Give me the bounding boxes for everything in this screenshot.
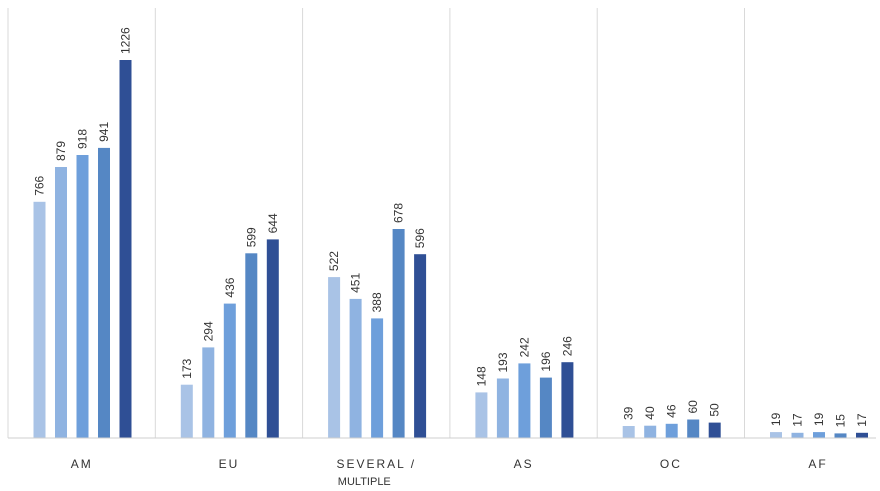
value-label: 17 (791, 413, 805, 427)
bar (55, 167, 67, 438)
value-label: 46 (665, 404, 679, 418)
bar (496, 378, 509, 438)
bar (245, 253, 258, 438)
bar (539, 377, 552, 438)
value-label: 596 (413, 228, 427, 248)
bar (328, 277, 341, 438)
value-label: 599 (244, 227, 258, 247)
value-label: 193 (496, 352, 510, 372)
bar (834, 433, 847, 438)
bar (561, 362, 574, 438)
bar (622, 426, 635, 438)
bar (202, 347, 215, 438)
bars-group (33, 60, 868, 438)
value-label: 678 (392, 203, 406, 223)
category-label: AM (71, 457, 93, 471)
value-label: 294 (201, 321, 215, 341)
bar (791, 432, 804, 438)
bar (770, 432, 782, 438)
bar (475, 392, 488, 438)
value-label: 173 (180, 358, 194, 378)
value-label: 148 (474, 366, 488, 386)
value-label: 388 (370, 292, 384, 312)
value-label: 941 (97, 122, 111, 142)
bar (76, 155, 89, 438)
bar (33, 201, 46, 438)
value-label: 40 (643, 406, 657, 420)
value-label: 60 (686, 400, 700, 414)
bar (223, 303, 236, 438)
value-label: 50 (708, 403, 722, 417)
category-label: OC (660, 457, 682, 471)
category-label: EU (219, 457, 240, 471)
category-label: SEVERAL / (337, 457, 417, 471)
value-label: 522 (327, 251, 341, 271)
value-label: 436 (223, 277, 237, 297)
category-separators (7, 8, 745, 438)
bar (687, 419, 700, 438)
category-sublabel: MULTIPLE (338, 476, 391, 488)
bar (708, 422, 721, 438)
bar (414, 254, 427, 438)
value-label: 196 (539, 351, 553, 371)
category-label: AF (808, 457, 827, 471)
category-labels-group: AM EU SEVERAL / MULTIPLE AS OC AF (71, 457, 827, 488)
value-labels-group: 766 879 918 941 1226 173 294 436 599 644 522 451 388… (33, 27, 870, 427)
value-label: 19 (812, 412, 826, 426)
value-label: 451 (349, 273, 363, 293)
bar (349, 298, 362, 438)
bar (180, 384, 193, 438)
value-label: 17 (855, 413, 869, 427)
value-label: 766 (33, 175, 47, 195)
bar (98, 147, 110, 438)
value-label: 19 (769, 412, 783, 426)
category-label: AS (514, 457, 534, 471)
value-label: 1226 (119, 27, 133, 54)
value-label: 39 (622, 406, 636, 420)
value-label: 246 (560, 336, 574, 356)
bar (644, 425, 657, 438)
value-label: 918 (76, 129, 90, 149)
bar (371, 318, 384, 438)
bar (119, 60, 132, 438)
value-label: 644 (266, 213, 280, 233)
bar (665, 423, 678, 438)
bar (813, 432, 825, 438)
bar (518, 363, 531, 438)
value-label: 879 (54, 141, 68, 161)
bar (856, 432, 868, 438)
bar (392, 229, 405, 438)
value-label: 15 (834, 414, 848, 428)
bar (266, 239, 279, 438)
value-label: 242 (517, 337, 531, 357)
